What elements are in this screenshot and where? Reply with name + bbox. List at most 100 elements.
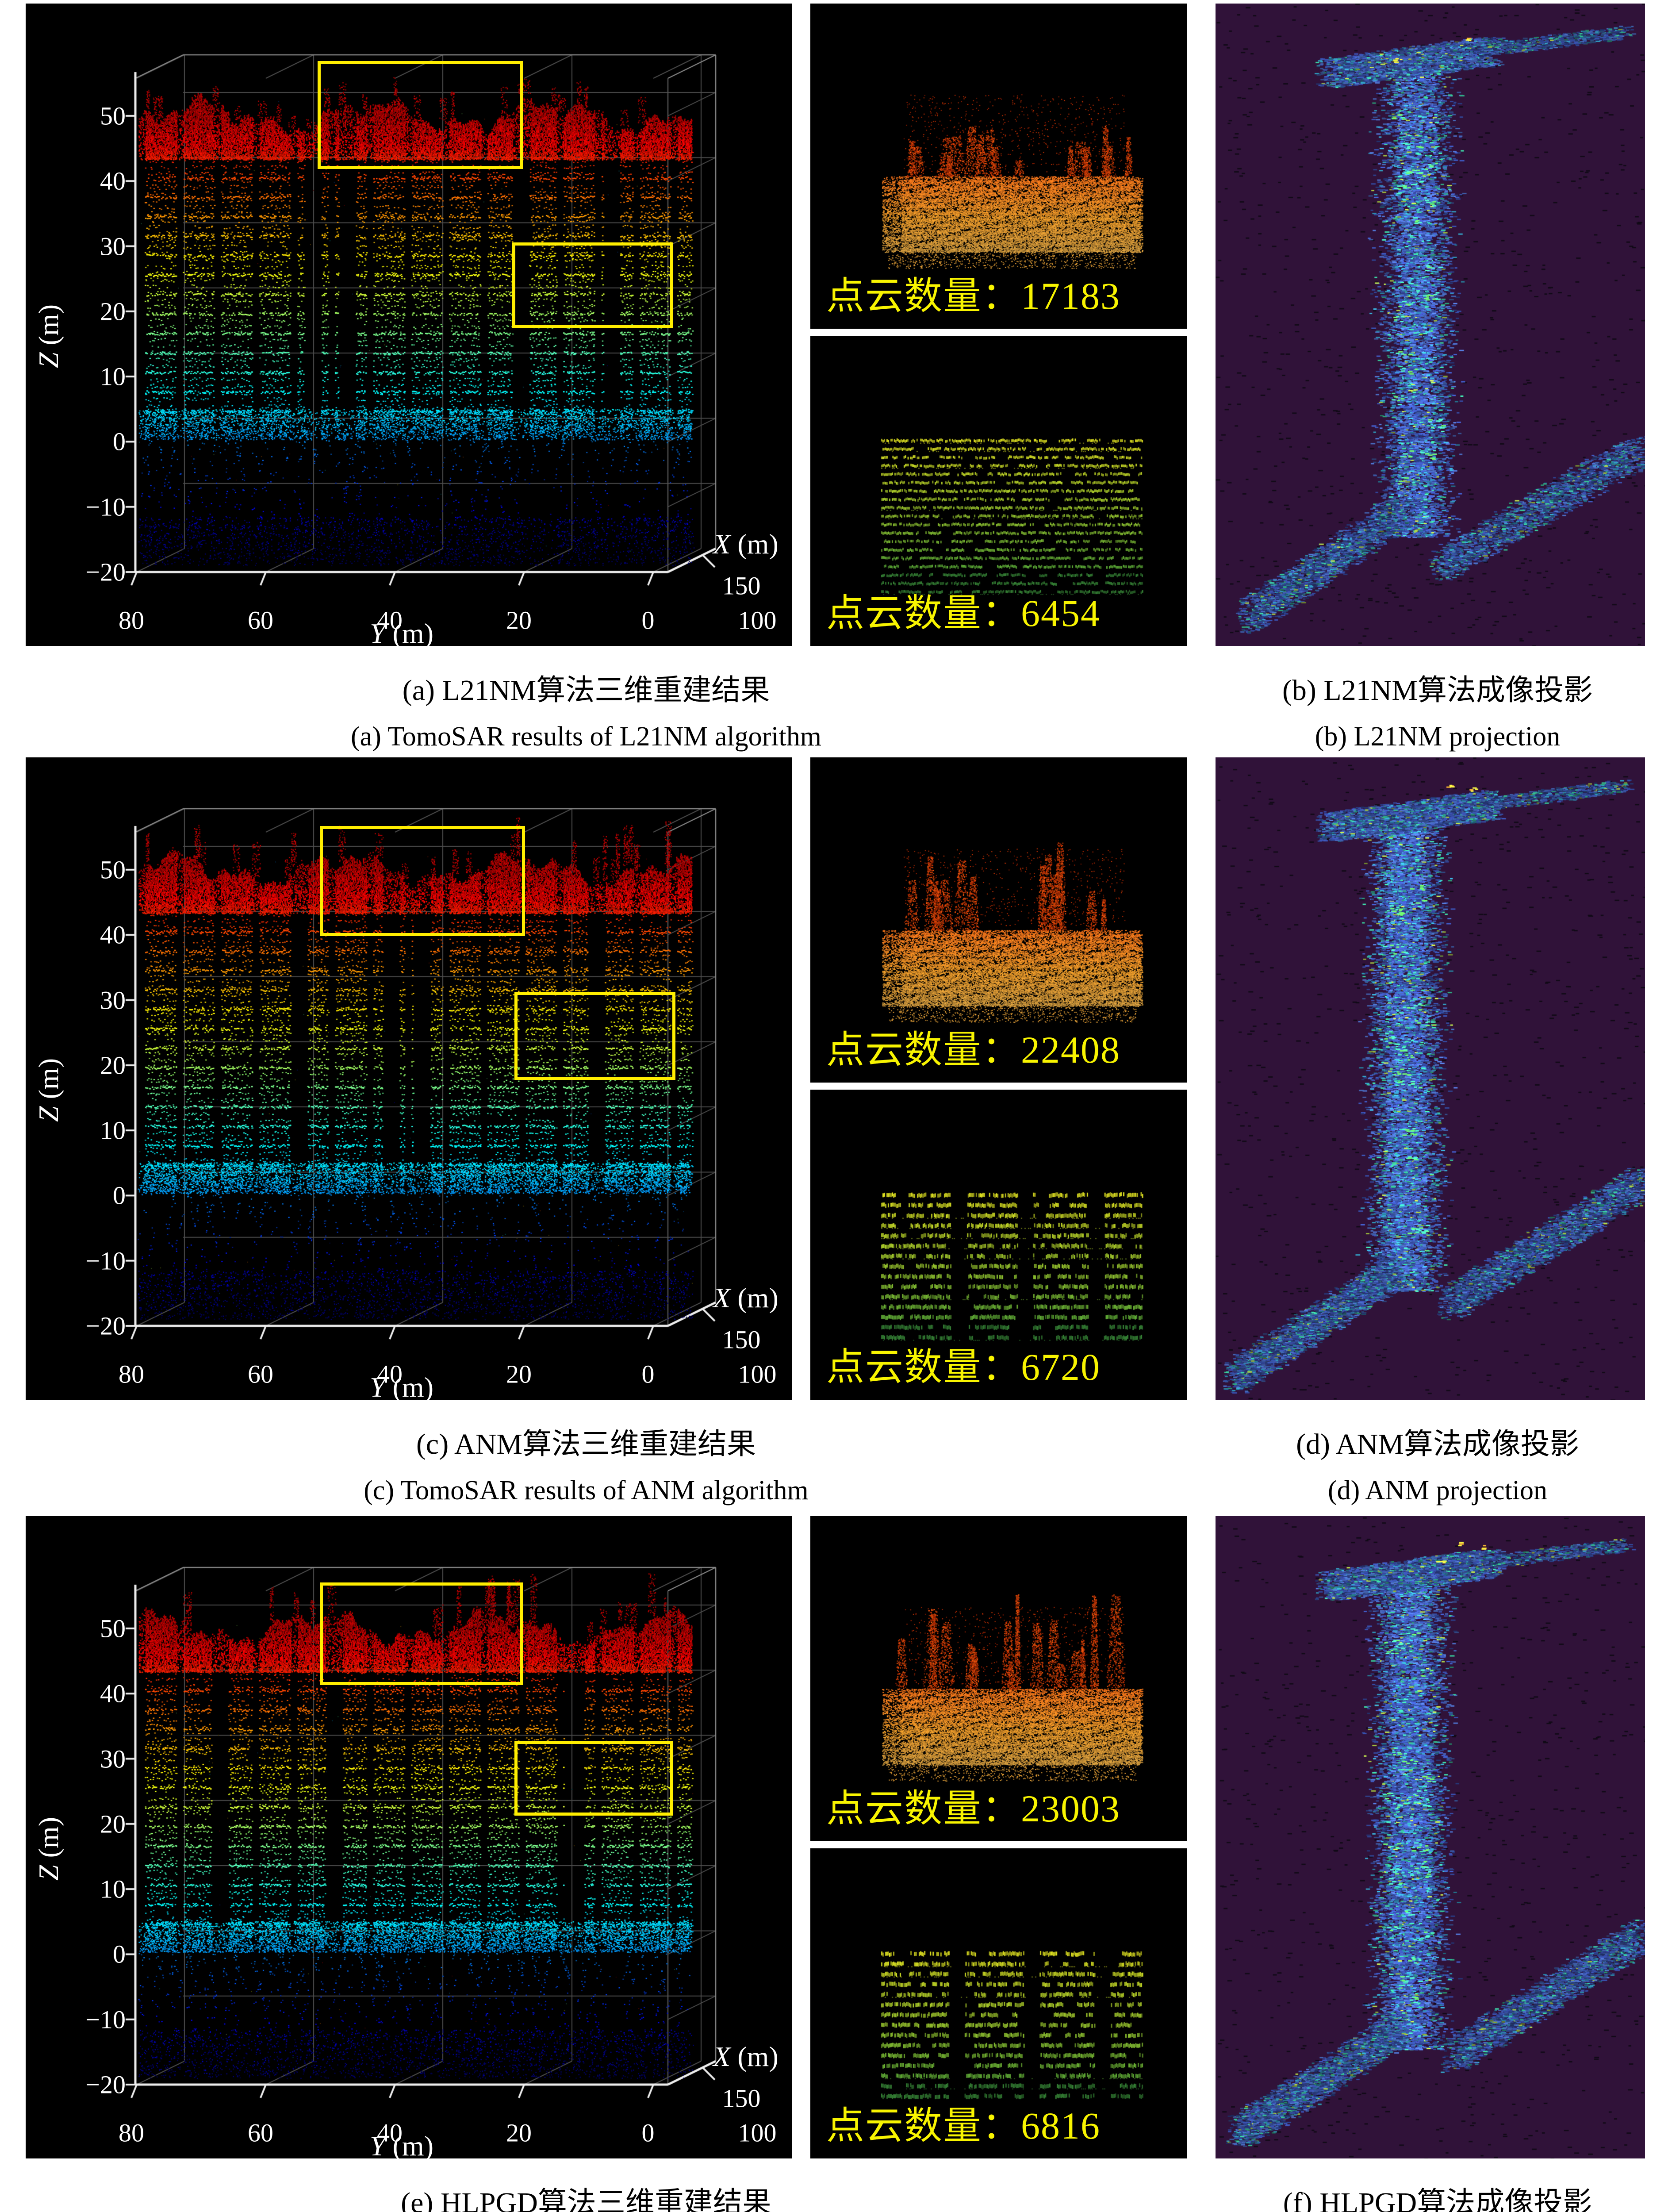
y-tick-label: 80	[119, 1359, 144, 1389]
point-count-bottom: 点云数量：6454	[826, 582, 1101, 637]
z-axis-letter: Z	[33, 352, 64, 368]
x-tick-label: 100	[738, 606, 777, 635]
y-axis-unit: (m)	[392, 618, 433, 649]
point-count-value: 17183	[1021, 275, 1120, 317]
x-tick-label: 150	[722, 2084, 761, 2113]
y-tick-label: 60	[248, 1359, 273, 1389]
y-axis-label: Y (m)	[370, 2130, 433, 2162]
z-axis-unit: (m)	[33, 1058, 64, 1099]
y-tick-label: 60	[248, 2118, 273, 2147]
z-tick-label: −20	[85, 2070, 126, 2099]
scatter3d-canvas	[26, 4, 792, 646]
figure-row-l21nm: Z (m) Y (m) X (m) 50 40 30 20 10 0 −10 −20 80 60 4…	[0, 4, 1672, 649]
z-axis-label: Z (m)	[32, 1817, 65, 1881]
x-axis-unit: (m)	[737, 528, 778, 560]
z-tick-label: 20	[100, 1051, 126, 1080]
z-tick-label: 40	[100, 920, 126, 949]
z-tick-label: −10	[85, 2005, 126, 2034]
lower-extract-canvas	[810, 336, 1187, 646]
y-tick-label: 80	[119, 606, 144, 635]
x-axis-letter: X	[713, 528, 731, 560]
z-tick-label: 0	[113, 1181, 126, 1210]
z-tick-label: 20	[100, 297, 126, 326]
highlight-box-1	[320, 1582, 523, 1685]
caption-b-zh: (b) L21NM算法成像投影	[1282, 674, 1593, 707]
z-axis-letter: Z	[33, 1865, 64, 1881]
projection-canvas	[1216, 4, 1645, 646]
y-tick-label: 0	[641, 2118, 655, 2147]
point-count-top: 点云数量：22408	[826, 1018, 1120, 1074]
upper-extract-panel: 点云数量：23003	[810, 1516, 1187, 1841]
point-count-value: 22408	[1021, 1029, 1120, 1071]
z-tick-label: 30	[100, 1744, 126, 1773]
y-tick-label: 40	[377, 2118, 403, 2147]
y-axis-unit: (m)	[392, 1371, 433, 1403]
x-tick-label: 100	[738, 1359, 777, 1389]
point-count-label: 点云数量：	[826, 275, 1021, 317]
projection-canvas	[1216, 1516, 1645, 2158]
z-tick-label: 40	[100, 1679, 126, 1708]
y-tick-label: 20	[506, 606, 532, 635]
upper-extract-panel: 点云数量：17183	[810, 4, 1187, 329]
scatter3d-canvas	[26, 1516, 792, 2158]
highlight-box-2	[514, 992, 675, 1080]
caption-right-block: (b) L21NM算法成像投影 (b) L21NM projection	[1203, 646, 1672, 753]
highlight-box-2	[514, 1741, 673, 1816]
z-tick-label: 10	[100, 1874, 126, 1904]
caption-a-zh: (a) L21NM算法三维重建结果	[402, 674, 770, 707]
figure-row-hlpgd: Z (m) Y (m) X (m) 50 40 30 20 10 0 −10 −20 80 60 4…	[0, 1516, 1672, 2162]
z-axis-letter: Z	[33, 1106, 64, 1122]
point-count-label: 点云数量：	[826, 1346, 1021, 1388]
highlight-box-1	[320, 826, 525, 936]
upper-extract-canvas	[810, 1516, 1187, 1841]
z-tick-label: −20	[85, 1311, 126, 1340]
caption-a-en: (a) TomoSAR results of L21NM algorithm	[351, 722, 821, 752]
x-axis-unit: (m)	[737, 1282, 778, 1313]
z-tick-label: 30	[100, 986, 126, 1014]
point-count-value: 6816	[1021, 2104, 1101, 2147]
x-axis-unit: (m)	[737, 2041, 778, 2072]
y-axis-letter: Y	[370, 618, 386, 649]
x-axis-letter: X	[713, 2041, 731, 2072]
z-tick-label: 0	[113, 427, 126, 456]
z-tick-label: 50	[100, 855, 126, 884]
point-count-value: 6454	[1021, 592, 1101, 634]
caption-right-block: (f) HLPGD算法成像投影 (f) HLPGD projection	[1203, 2158, 1672, 2212]
caption-c-en: (c) TomoSAR results of ANM algorithm	[364, 1475, 809, 1505]
y-tick-label: 20	[506, 1359, 532, 1389]
y-tick-label: 40	[377, 606, 403, 635]
upper-extract-canvas	[810, 757, 1187, 1083]
caption-left-block: (a) L21NM算法三维重建结果 (a) TomoSAR results of…	[0, 646, 1172, 753]
z-tick-label: −10	[85, 1246, 126, 1275]
z-tick-label: −20	[85, 557, 126, 587]
projection-canvas	[1216, 757, 1645, 1400]
plot3d-panel: Z (m) Y (m) X (m) 50 40 30 20 10 0 −10 −20 80 60 4…	[26, 1516, 792, 2162]
z-tick-label: 10	[100, 362, 126, 391]
point-count-top: 点云数量：23003	[826, 1777, 1120, 1832]
lower-extract-canvas	[810, 1848, 1187, 2158]
caption-row-ef: (e) HLPGD算法三维重建结果 (e) TomoSAR results of…	[0, 2158, 1672, 2212]
x-axis-label: X (m)	[713, 2040, 778, 2073]
caption-right-block: (d) ANM算法成像投影 (d) ANM projection	[1203, 1400, 1672, 1506]
upper-extract-panel: 点云数量：22408	[810, 757, 1187, 1083]
caption-d-zh: (d) ANM算法成像投影	[1296, 1428, 1579, 1460]
y-tick-label: 60	[248, 606, 273, 635]
upper-extract-canvas	[810, 4, 1187, 329]
y-axis-label: Y (m)	[370, 1371, 433, 1404]
point-count-value: 6720	[1021, 1346, 1101, 1388]
z-tick-label: 40	[100, 166, 126, 196]
caption-row-cd: (c) ANM算法三维重建结果 (c) TomoSAR results of A…	[0, 1400, 1672, 1516]
z-axis-label: Z (m)	[32, 304, 65, 368]
lower-extract-canvas	[810, 1090, 1187, 1400]
lower-extract-panel: 点云数量：6816	[810, 1848, 1187, 2158]
lower-extract-panel: 点云数量：6720	[810, 1090, 1187, 1400]
y-tick-label: 40	[377, 1359, 403, 1389]
x-axis-letter: X	[713, 1282, 731, 1313]
z-tick-label: −10	[85, 492, 126, 522]
x-axis-label: X (m)	[713, 528, 778, 561]
highlight-box-2	[512, 242, 673, 328]
highlight-box-1	[318, 61, 523, 169]
caption-b-en: (b) L21NM projection	[1315, 722, 1561, 752]
point-count-label: 点云数量：	[826, 592, 1021, 634]
